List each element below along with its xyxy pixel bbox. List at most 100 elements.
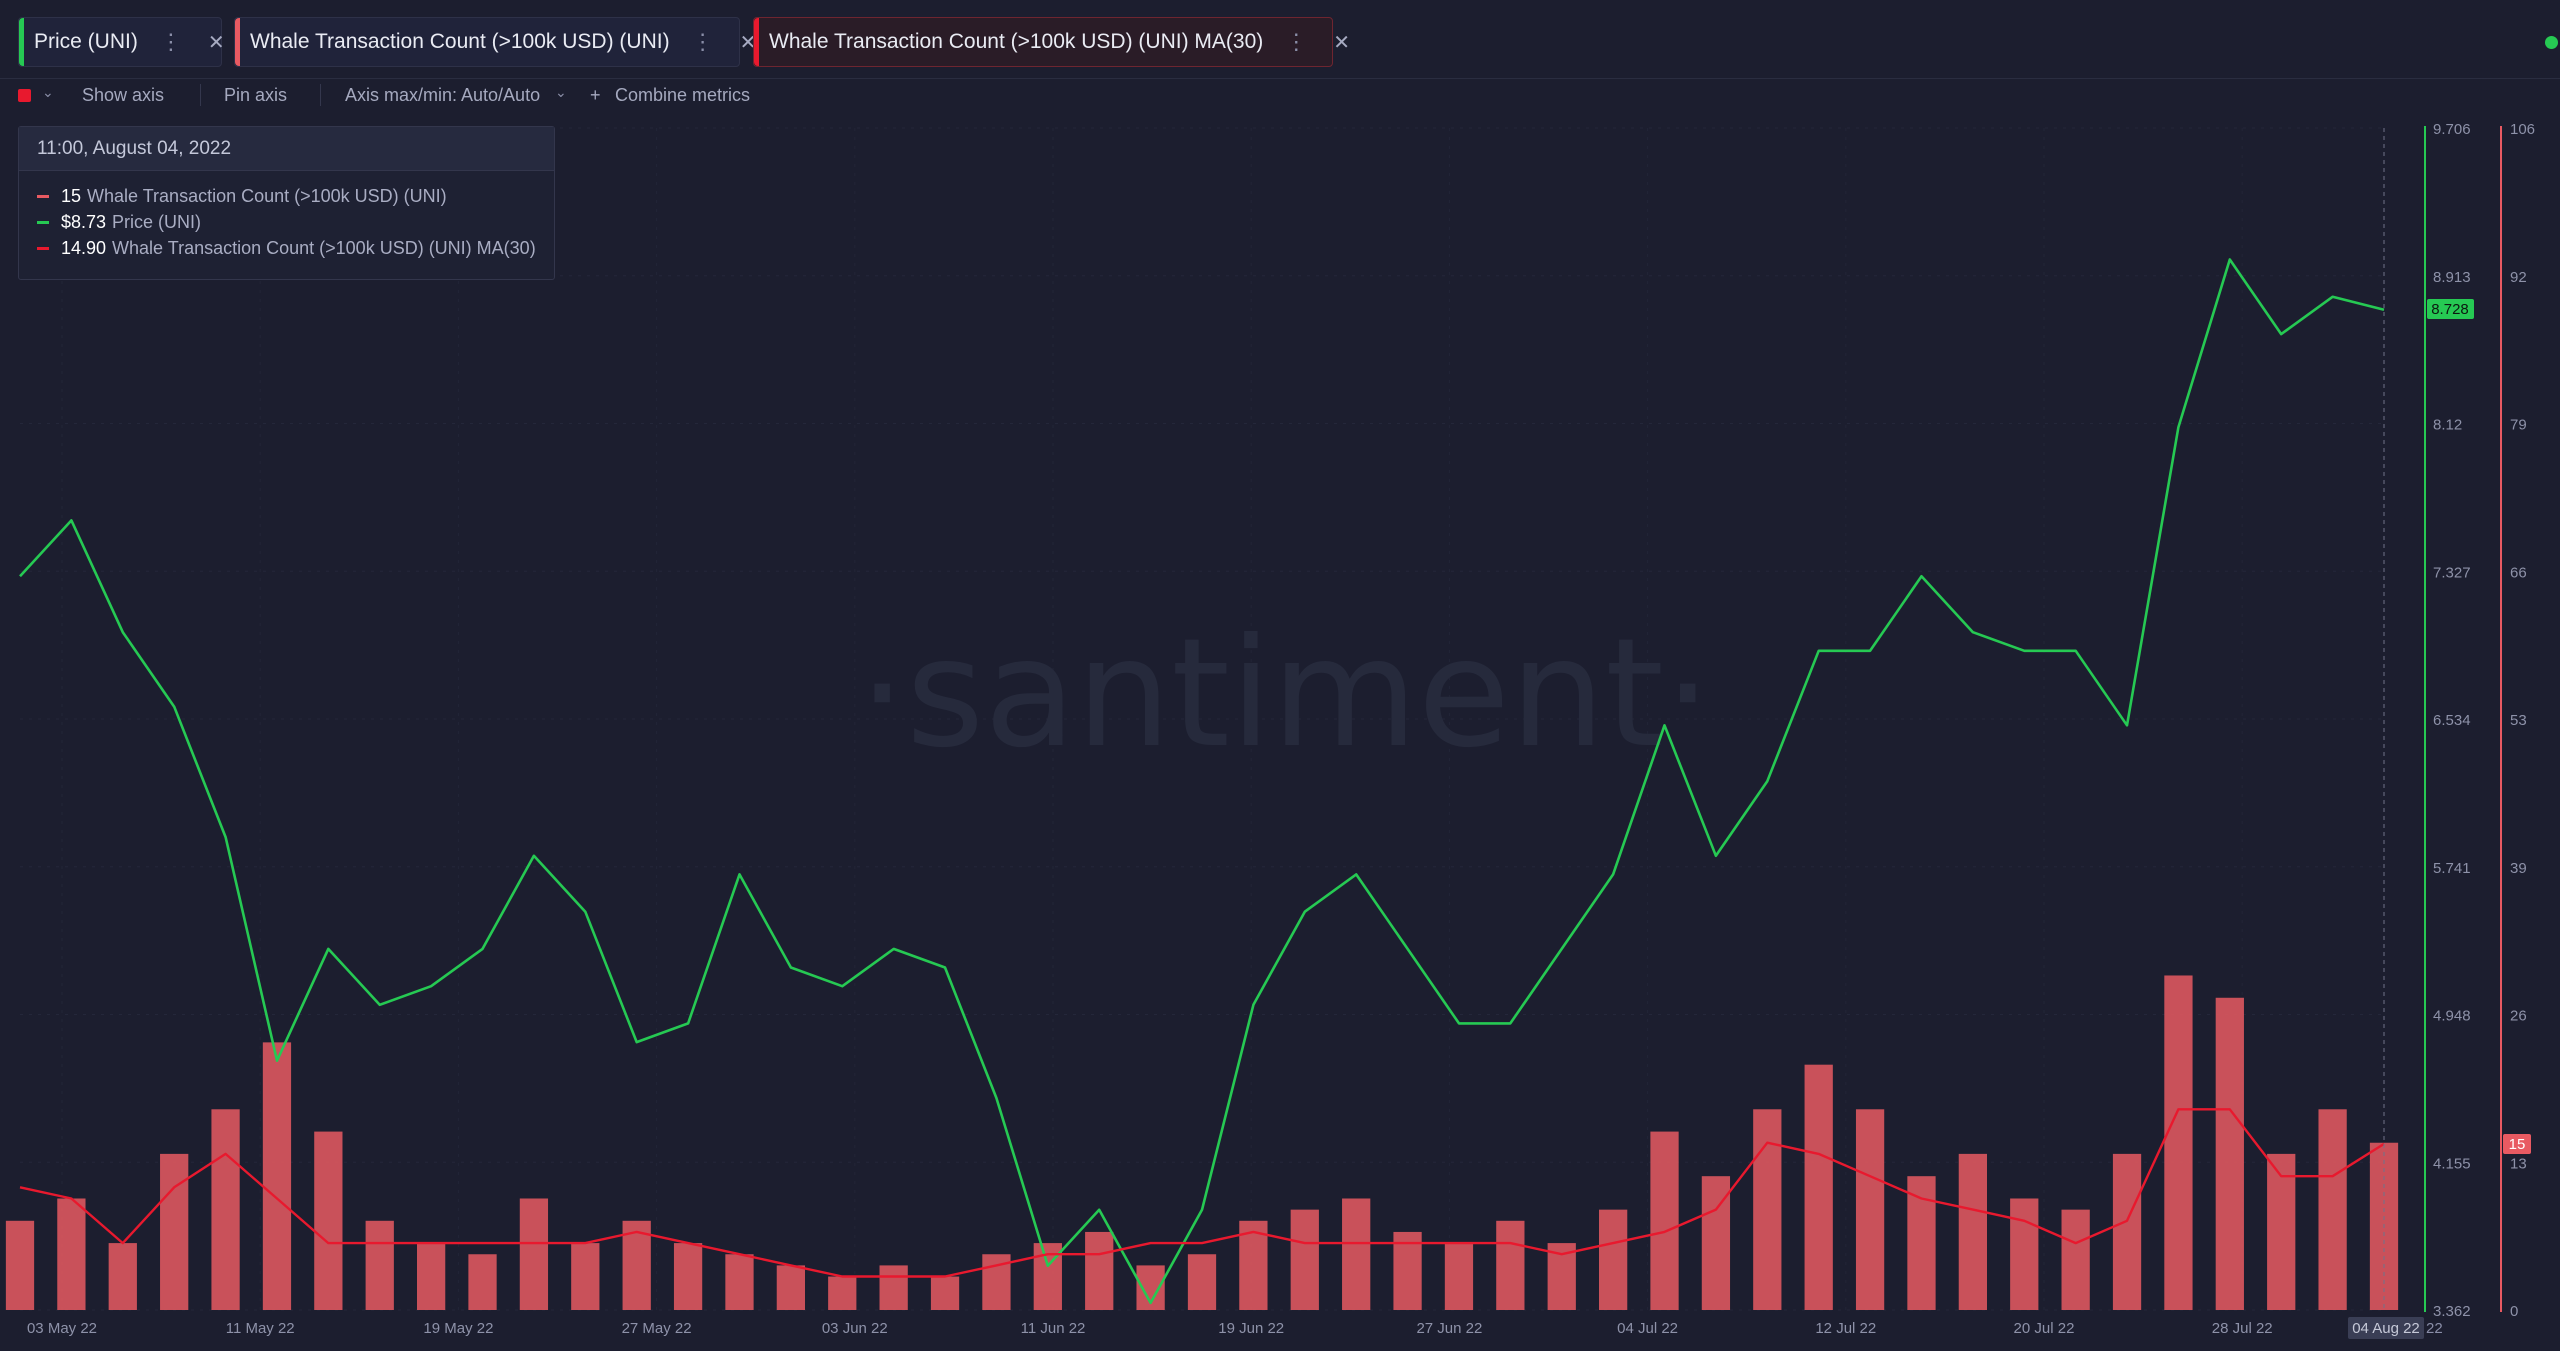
more-options-icon[interactable]: ⋮	[159, 29, 182, 54]
close-icon[interactable]: ✕	[1333, 31, 1351, 54]
x-tick-label: 11 May 22	[226, 1320, 295, 1337]
x-tick-label: 27 Jun 22	[1416, 1320, 1482, 1337]
pin-axis-toggle[interactable]: Pin axis	[224, 85, 288, 105]
metric-chip-whale-count[interactable]: Whale Transaction Count (>100k USD) (UNI…	[234, 17, 756, 67]
price-tick-label: 9.706	[2433, 121, 2471, 138]
metric-chip-price[interactable]: Price (UNI) ⋮ ✕	[18, 17, 225, 67]
price-current-marker: 8.728	[2427, 299, 2474, 319]
live-status-dot	[2545, 36, 2558, 49]
whale-count-bar	[1598, 1209, 1628, 1310]
chip-label: Price (UNI)	[34, 30, 138, 53]
whale-count-bar	[571, 1243, 600, 1310]
whale-count-bar	[1290, 1209, 1319, 1310]
chip-color-stripe	[754, 18, 759, 66]
chip-label: Whale Transaction Count (>100k USD) (UNI…	[769, 30, 1264, 53]
x-tick-label: 03 Jun 22	[822, 1320, 888, 1337]
whale-count-bar	[1444, 1243, 1474, 1310]
tooltip-label: Whale Transaction Count (>100k USD) (UNI…	[112, 238, 536, 258]
show-axis-toggle[interactable]: Show axis	[82, 85, 165, 105]
tooltip-value: $8.73	[61, 212, 107, 232]
more-options-icon[interactable]: ⋮	[691, 29, 714, 54]
watermark: ·santiment·	[858, 607, 1711, 781]
whale-count-bar	[1650, 1131, 1679, 1310]
whale-count-bar	[1239, 1220, 1268, 1310]
whale-count-bar	[416, 1243, 446, 1310]
price-tick-label: 4.948	[2433, 1008, 2471, 1025]
tooltip-value: 14.90	[61, 238, 107, 258]
whale-count-bar	[262, 1042, 292, 1310]
combine-metrics-button[interactable]: Combine metrics	[615, 85, 751, 105]
more-options-icon[interactable]: ⋮	[1285, 29, 1308, 54]
whale-count-bar	[57, 1198, 86, 1310]
series-marker	[37, 195, 49, 198]
price-current-label: 8.728	[2431, 301, 2469, 318]
ma30-line	[19, 1108, 2385, 1278]
count-axis-ticks: 106 92 79 66 53 39 26 13 0	[2510, 121, 2535, 1320]
whale-count-bar	[776, 1265, 806, 1310]
whale-count-bar	[108, 1243, 137, 1310]
close-icon[interactable]: ✕	[207, 31, 225, 54]
whale-count-bar	[828, 1276, 857, 1310]
count-tick-label: 106	[2510, 121, 2535, 138]
series-marker	[37, 247, 49, 250]
whale-count-bar	[2267, 1153, 2296, 1310]
whale-count-bar	[2112, 1153, 2142, 1310]
plus-icon[interactable]: +	[590, 85, 601, 105]
chevron-down-icon[interactable]: ⌄	[555, 84, 567, 100]
count-tick-label: 79	[2510, 417, 2527, 434]
whale-count-bar	[2164, 975, 2193, 1310]
chart-tooltip: 11:00, August 04, 2022 15 Whale Transacti…	[18, 126, 555, 280]
tooltip-date: 11:00, August 04, 2022	[19, 127, 554, 171]
whale-count-bar	[1496, 1220, 1525, 1310]
x-tick-label: 12 Jul 22	[1815, 1320, 1876, 1337]
whale-count-bar	[314, 1131, 343, 1310]
whale-count-bar	[2215, 997, 2244, 1310]
x-tail-label: 22	[2426, 1320, 2443, 1337]
count-tick-label: 66	[2510, 564, 2527, 581]
chip-label: Whale Transaction Count (>100k USD) (UNI…	[250, 30, 670, 53]
whale-count-bar	[365, 1220, 394, 1310]
chevron-down-icon[interactable]: ⌄	[42, 84, 54, 100]
metric-chip-whale-count-ma30[interactable]: Whale Transaction Count (>100k USD) (UNI…	[753, 17, 1350, 67]
x-tick-label: 03 May 22	[27, 1320, 97, 1337]
count-tick-label: 92	[2510, 269, 2527, 286]
chip-color-stripe	[235, 18, 240, 66]
price-tick-label: 7.327	[2433, 564, 2471, 581]
count-current-label: 15	[2509, 1136, 2526, 1153]
whale-count-bar	[211, 1109, 240, 1310]
x-current-label: 04 Aug 22	[2352, 1320, 2420, 1337]
x-tick-label: 11 Jun 22	[1021, 1320, 1086, 1337]
x-axis-ticks: 03 May 22 11 May 22 19 May 22 27 May 22 03 J…	[27, 1320, 2273, 1337]
whale-count-bar	[1804, 1064, 1833, 1310]
x-tick-label: 19 May 22	[423, 1320, 493, 1337]
price-line	[19, 258, 2385, 1305]
tooltip-row-ma30: 14.90 Whale Transaction Count (>100k USD)…	[19, 235, 554, 261]
whale-count-bar	[160, 1153, 189, 1310]
whale-count-bar	[879, 1265, 908, 1310]
whale-count-bar	[1855, 1109, 1885, 1310]
whale-count-bar	[930, 1276, 960, 1310]
whale-count-bar	[622, 1220, 651, 1310]
whale-count-bars	[5, 975, 2399, 1310]
count-tick-label: 26	[2510, 1008, 2527, 1025]
close-icon[interactable]: ✕	[739, 31, 757, 54]
x-current-marker: 04 Aug 22 22	[2348, 1317, 2443, 1339]
count-tick-label: 0	[2510, 1303, 2518, 1320]
x-tick-label: 28 Jul 22	[2212, 1320, 2273, 1337]
color-picker-swatch[interactable]	[18, 89, 31, 102]
price-tick-label: 6.534	[2433, 712, 2471, 729]
price-tick-label: 8.913	[2433, 269, 2471, 286]
price-axis-ticks: 9.706 8.913 8.12 7.327 6.534 5.741 4.948 4.155 3…	[2433, 121, 2471, 1320]
count-tick-label: 39	[2510, 860, 2527, 877]
count-current-marker: 15	[2503, 1134, 2531, 1154]
count-tick-label: 13	[2510, 1155, 2527, 1172]
price-tick-label: 8.12	[2433, 417, 2462, 434]
count-tick-label: 53	[2510, 712, 2527, 729]
axis-maxmin-select[interactable]: Axis max/min: Auto/Auto	[345, 85, 541, 105]
chip-color-stripe	[19, 18, 24, 66]
x-tick-label: 27 May 22	[622, 1320, 692, 1337]
x-tick-label: 04 Jul 22	[1617, 1320, 1678, 1337]
tooltip-value: 15	[61, 186, 82, 206]
divider	[200, 84, 201, 106]
